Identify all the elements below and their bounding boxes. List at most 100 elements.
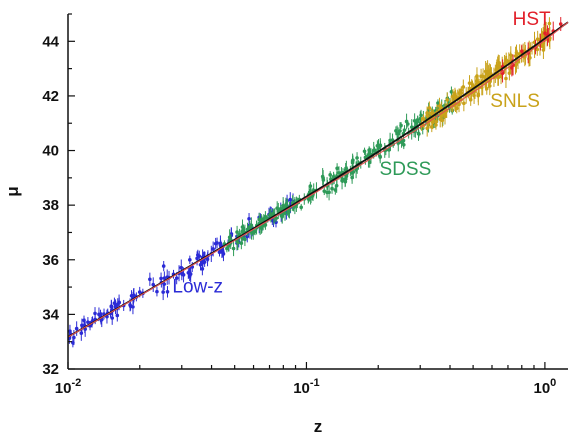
data-point — [198, 263, 203, 267]
group-labels-layer: Low-z SDSS SNLS HST — [172, 9, 551, 298]
data-point — [485, 69, 490, 74]
data-point — [547, 21, 552, 26]
data-point — [330, 186, 334, 191]
data-point — [288, 197, 293, 202]
data-point — [350, 160, 355, 165]
y-axis-label: μ — [3, 186, 22, 196]
data-point — [454, 106, 459, 111]
data-point — [457, 91, 461, 95]
data-point — [110, 316, 114, 320]
data-point — [487, 84, 492, 88]
data-point — [387, 148, 391, 152]
data-point — [218, 243, 223, 247]
group-label-sdss: SDSS — [380, 159, 432, 180]
data-point — [415, 118, 420, 123]
group-label-hst: HST — [513, 9, 551, 30]
data-point — [97, 312, 101, 317]
data-point — [299, 205, 304, 210]
x-tick-label: 100 — [533, 377, 556, 397]
data-point — [249, 223, 254, 228]
data-points-layer — [67, 17, 563, 348]
data-point — [355, 156, 359, 160]
data-point — [240, 230, 244, 234]
data-point — [425, 126, 429, 131]
data-point — [427, 106, 432, 110]
data-point — [417, 132, 421, 136]
y-tick-label: 44 — [42, 33, 59, 50]
data-point — [268, 212, 272, 217]
model-curves-layer — [67, 21, 569, 338]
data-point — [320, 174, 325, 179]
data-point — [335, 166, 339, 171]
group-label-snls: SNLS — [490, 91, 540, 112]
data-point — [196, 253, 200, 257]
data-point — [396, 131, 400, 136]
data-point — [425, 111, 429, 115]
data-point — [404, 119, 409, 124]
data-point — [434, 123, 438, 127]
data-point — [271, 211, 275, 216]
data-point — [235, 230, 239, 234]
data-point — [217, 250, 222, 254]
data-point — [179, 265, 184, 270]
data-point — [286, 211, 291, 215]
y-tick-label: 32 — [42, 361, 59, 378]
group-lowz-points — [67, 192, 295, 348]
data-point — [86, 320, 90, 324]
data-point — [528, 55, 532, 60]
data-point — [195, 256, 199, 261]
data-point — [251, 231, 256, 235]
data-point — [322, 189, 327, 193]
data-point — [221, 250, 225, 255]
data-point — [437, 104, 442, 108]
group-snls-points — [419, 17, 552, 137]
data-point — [161, 290, 165, 294]
data-point — [174, 276, 179, 280]
data-point — [325, 190, 329, 195]
y-tick-label: 36 — [42, 252, 59, 269]
y-tick-label: 38 — [42, 197, 59, 214]
data-point — [79, 331, 84, 335]
data-point — [245, 234, 250, 239]
data-point — [412, 119, 417, 123]
data-point — [93, 311, 97, 316]
x-tick-label: 10-2 — [55, 377, 81, 397]
data-point — [461, 85, 466, 89]
data-point — [440, 118, 445, 123]
data-point — [436, 101, 440, 105]
group-label-lowz: Low-z — [172, 277, 223, 298]
data-point — [401, 138, 406, 143]
data-point — [334, 183, 339, 188]
data-point — [378, 155, 383, 159]
y-tick-label: 34 — [42, 306, 59, 323]
data-point — [504, 60, 509, 64]
data-point — [162, 276, 167, 280]
x-tick-label: 10-1 — [293, 377, 319, 397]
data-point — [543, 31, 547, 36]
data-point — [148, 277, 152, 282]
data-point — [74, 326, 79, 331]
data-point — [535, 47, 540, 52]
data-point — [421, 116, 426, 121]
data-point — [115, 313, 120, 318]
data-point — [520, 49, 524, 53]
data-point — [181, 273, 186, 277]
data-point — [275, 206, 279, 210]
data-point — [378, 144, 383, 148]
data-point — [161, 264, 166, 268]
data-point — [117, 300, 121, 305]
data-point — [229, 232, 234, 236]
data-point — [236, 240, 240, 245]
data-point — [128, 303, 132, 307]
x-axis-label: z — [314, 417, 323, 436]
data-point — [449, 90, 454, 94]
data-point — [274, 216, 279, 220]
data-point — [367, 148, 371, 152]
data-point — [151, 282, 156, 287]
data-point — [337, 171, 341, 175]
data-point — [558, 22, 563, 26]
data-point — [68, 329, 72, 333]
data-point — [213, 241, 218, 246]
